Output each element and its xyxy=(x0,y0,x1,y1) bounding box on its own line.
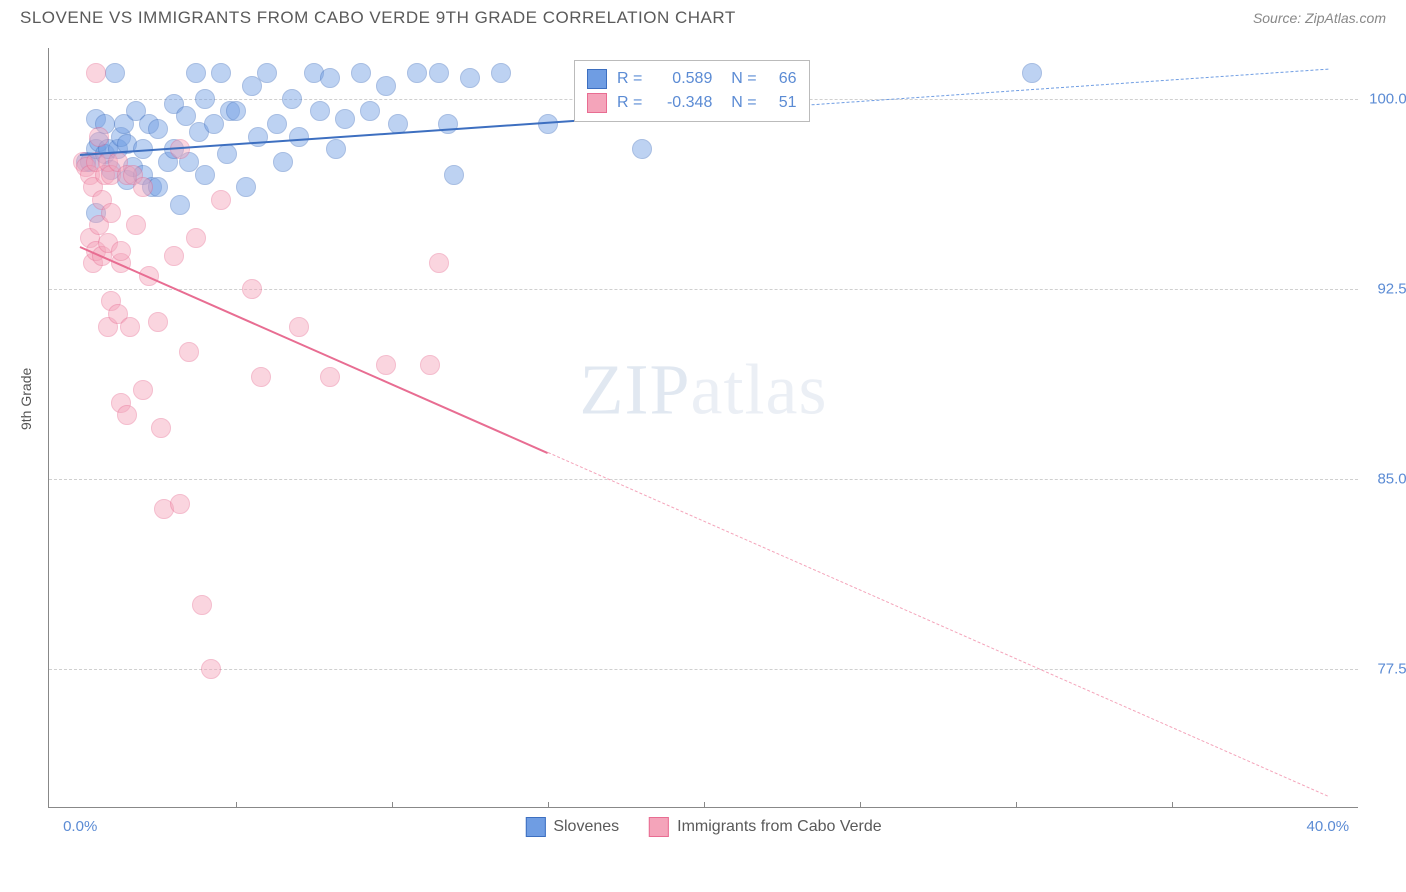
scatter-point-cabo xyxy=(120,317,140,337)
watermark-light: atlas xyxy=(691,349,828,429)
legend-r-value-cabo: -0.348 xyxy=(652,91,712,115)
scatter-point-cabo xyxy=(148,312,168,332)
scatter-point-cabo xyxy=(201,659,221,679)
scatter-point-slovenes xyxy=(310,101,330,121)
scatter-point-slovenes xyxy=(195,165,215,185)
scatter-point-slovenes xyxy=(195,89,215,109)
scatter-point-cabo xyxy=(251,367,271,387)
scatter-point-cabo xyxy=(211,190,231,210)
series-legend-item-slovenes: Slovenes xyxy=(525,817,619,837)
scatter-point-slovenes xyxy=(376,76,396,96)
scatter-point-slovenes xyxy=(320,68,340,88)
scatter-point-cabo xyxy=(429,253,449,273)
scatter-point-cabo xyxy=(186,228,206,248)
scatter-point-cabo xyxy=(164,246,184,266)
x-tick xyxy=(236,802,237,808)
scatter-point-cabo xyxy=(117,405,137,425)
scatter-point-slovenes xyxy=(257,63,277,83)
scatter-point-cabo xyxy=(101,203,121,223)
scatter-point-slovenes xyxy=(289,127,309,147)
scatter-point-cabo xyxy=(126,215,146,235)
watermark: ZIPatlas xyxy=(580,348,828,431)
scatter-point-cabo xyxy=(242,279,262,299)
series-label-slovenes: Slovenes xyxy=(553,818,619,836)
legend-r-value-slovenes: 0.589 xyxy=(652,67,712,91)
scatter-point-cabo xyxy=(86,63,106,83)
correlation-legend: R = 0.589 N = 66 R = -0.348 N = 51 xyxy=(574,60,810,122)
scatter-point-cabo xyxy=(151,418,171,438)
scatter-point-slovenes xyxy=(226,101,246,121)
x-tick-label: 0.0% xyxy=(63,818,97,835)
legend-swatch-slovenes xyxy=(587,69,607,89)
y-tick-label: 100.0% xyxy=(1369,90,1406,107)
scatter-point-slovenes xyxy=(273,152,293,172)
y-axis-label: 9th Grade xyxy=(18,368,34,430)
legend-r-label: R = xyxy=(617,67,642,91)
scatter-point-cabo xyxy=(179,342,199,362)
x-tick xyxy=(1172,802,1173,808)
scatter-point-slovenes xyxy=(282,89,302,109)
chart-title: SLOVENE VS IMMIGRANTS FROM CABO VERDE 9T… xyxy=(20,8,736,28)
scatter-point-slovenes xyxy=(491,63,511,83)
y-tick-label: 85.0% xyxy=(1377,470,1406,487)
scatter-point-slovenes xyxy=(105,63,125,83)
x-tick-label: 40.0% xyxy=(1307,818,1350,835)
y-tick-label: 92.5% xyxy=(1377,280,1406,297)
scatter-point-slovenes xyxy=(429,63,449,83)
chart-plot-area: ZIPatlas 77.5%85.0%92.5%100.0%0.0%40.0%R… xyxy=(48,48,1358,808)
legend-n-label: N = xyxy=(722,91,756,115)
scatter-point-slovenes xyxy=(186,63,206,83)
scatter-point-cabo xyxy=(170,494,190,514)
series-label-cabo: Immigrants from Cabo Verde xyxy=(677,818,882,836)
scatter-point-slovenes xyxy=(217,144,237,164)
x-tick xyxy=(860,802,861,808)
scatter-point-cabo xyxy=(376,355,396,375)
legend-swatch-cabo xyxy=(587,93,607,113)
scatter-point-slovenes xyxy=(267,114,287,134)
source-label: Source: ZipAtlas.com xyxy=(1253,10,1386,26)
gridline xyxy=(49,479,1358,480)
y-tick-label: 77.5% xyxy=(1377,660,1406,677)
scatter-point-cabo xyxy=(289,317,309,337)
series-legend: Slovenes Immigrants from Cabo Verde xyxy=(525,817,881,837)
scatter-point-slovenes xyxy=(148,119,168,139)
legend-n-value-slovenes: 66 xyxy=(767,67,797,91)
scatter-point-slovenes xyxy=(460,68,480,88)
watermark-strong: ZIP xyxy=(580,349,691,429)
trendline-cabo xyxy=(80,246,549,454)
legend-r-label: R = xyxy=(617,91,642,115)
x-tick xyxy=(392,802,393,808)
scatter-point-slovenes xyxy=(335,109,355,129)
scatter-point-slovenes xyxy=(170,195,190,215)
scatter-point-cabo xyxy=(89,127,109,147)
scatter-point-cabo xyxy=(420,355,440,375)
scatter-point-slovenes xyxy=(1022,63,1042,83)
legend-n-label: N = xyxy=(722,67,756,91)
scatter-point-cabo xyxy=(192,595,212,615)
scatter-point-cabo xyxy=(133,380,153,400)
scatter-point-slovenes xyxy=(444,165,464,185)
scatter-point-cabo xyxy=(320,367,340,387)
legend-row-slovenes: R = 0.589 N = 66 xyxy=(587,67,797,91)
scatter-point-slovenes xyxy=(407,63,427,83)
x-tick xyxy=(704,802,705,808)
scatter-point-cabo xyxy=(133,177,153,197)
scatter-point-slovenes xyxy=(360,101,380,121)
trendline-ext-cabo xyxy=(548,452,1328,796)
scatter-point-slovenes xyxy=(326,139,346,159)
scatter-point-slovenes xyxy=(236,177,256,197)
legend-row-cabo: R = -0.348 N = 51 xyxy=(587,91,797,115)
gridline xyxy=(49,669,1358,670)
legend-swatch-slovenes xyxy=(525,817,545,837)
series-legend-item-cabo: Immigrants from Cabo Verde xyxy=(649,817,882,837)
x-tick xyxy=(548,802,549,808)
scatter-point-cabo xyxy=(111,241,131,261)
scatter-point-slovenes xyxy=(211,63,231,83)
x-tick xyxy=(1016,802,1017,808)
legend-n-value-cabo: 51 xyxy=(767,91,797,115)
scatter-point-slovenes xyxy=(632,139,652,159)
scatter-point-slovenes xyxy=(351,63,371,83)
legend-swatch-cabo xyxy=(649,817,669,837)
